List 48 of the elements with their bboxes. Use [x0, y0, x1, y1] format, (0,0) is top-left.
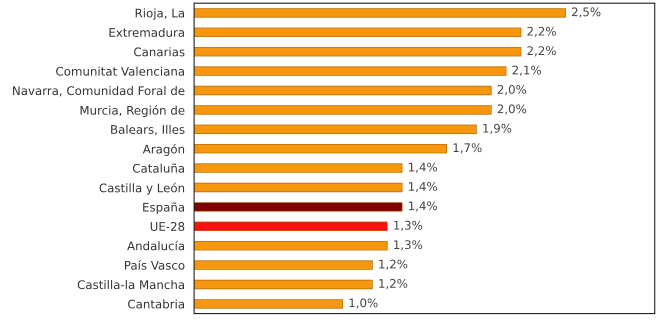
y-tick-label: España	[143, 202, 184, 214]
y-tick-label: Rioja, La	[136, 8, 184, 20]
bar	[194, 124, 477, 134]
data-label: 1,3%	[394, 220, 422, 231]
bar	[194, 86, 492, 96]
data-label: 1,3%	[394, 240, 422, 250]
data-label: 2,2%	[527, 26, 556, 37]
data-label: 2,1%	[512, 66, 542, 76]
bar	[194, 260, 373, 270]
y-tick-label: Cataluña	[132, 163, 184, 173]
data-label: 2,5%	[572, 7, 600, 18]
data-label: 1,2%	[379, 260, 408, 270]
bar	[194, 46, 522, 56]
y-tick-label: Murcia, Región de	[80, 105, 184, 118]
data-label: 1,4%	[408, 162, 438, 173]
y-tick-label: Castilla-la Mancha	[78, 280, 184, 290]
data-label: 1,4%	[408, 201, 438, 212]
data-label: 1,2%	[379, 278, 408, 290]
y-tick-label: Aragón	[142, 144, 184, 156]
data-label: 1,7%	[454, 143, 482, 154]
data-label: 1,4%	[408, 182, 438, 192]
bar	[194, 240, 388, 250]
bar	[194, 28, 522, 38]
bar	[194, 163, 402, 173]
bar	[194, 182, 402, 192]
y-tick-label: Extremadura	[110, 28, 184, 37]
bar	[194, 144, 448, 154]
data-label: 1,0%	[350, 298, 378, 309]
y-tick-label: Balears, Illes	[111, 124, 185, 136]
y-tick-label: Navarra, Comunidad Foral de	[13, 86, 184, 96]
bar	[194, 66, 506, 76]
data-label: 2,0%	[498, 84, 526, 96]
y-tick-label: Cantabria	[128, 299, 184, 309]
data-label: 2,0%	[498, 104, 526, 115]
y-tick-label: Castilla y León	[100, 182, 184, 195]
y-tick-label: Comunitat Valenciana	[56, 66, 184, 76]
bar	[194, 299, 344, 309]
data-label: 2,2%	[527, 46, 556, 56]
y-tick-label: UE-28	[150, 222, 184, 231]
data-label: 1,9%	[483, 124, 512, 134]
bar	[194, 280, 373, 290]
y-tick-label: País Vasco	[124, 260, 184, 270]
bar	[194, 202, 402, 212]
bar	[194, 8, 566, 18]
y-tick-label: Andalucía	[127, 240, 184, 250]
bar	[194, 105, 492, 115]
bar	[194, 222, 388, 232]
y-tick-label: Canarias	[134, 47, 185, 56]
